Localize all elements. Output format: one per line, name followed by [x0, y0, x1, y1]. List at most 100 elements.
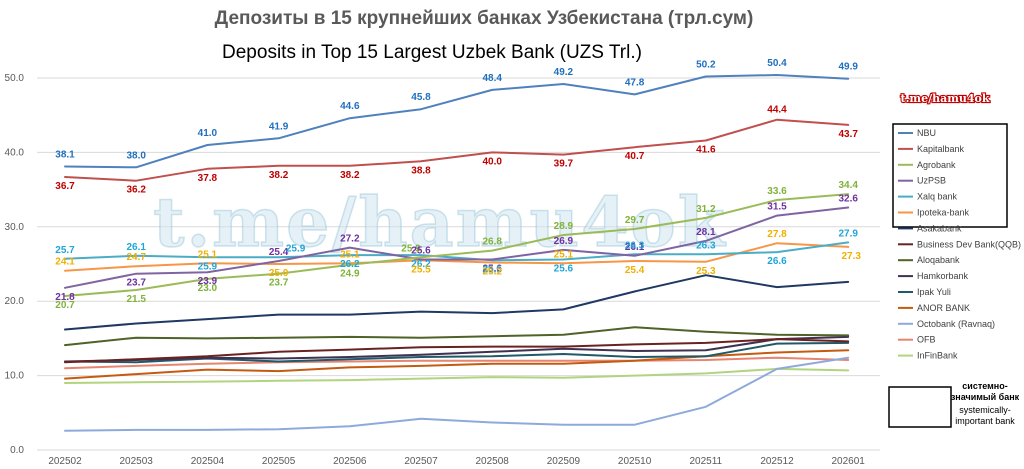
data-label: 40.0: [482, 156, 502, 167]
legend-entry: Ipak Yuli: [917, 287, 951, 297]
data-label: 48.4: [482, 73, 502, 84]
data-label: 49.9: [838, 62, 858, 73]
y-tick-label: 30.0: [5, 222, 25, 233]
series-line-anor-bank: [64, 349, 850, 380]
data-label: 27.9: [838, 228, 858, 239]
x-tick-label: 202508: [476, 456, 510, 467]
data-label: 25.1: [554, 249, 574, 260]
x-tick-label: 202506: [333, 456, 367, 467]
series-line-ipoteka-bank: [64, 242, 850, 272]
series-line-nbu: [64, 74, 850, 169]
series-line-uzpsb: [64, 206, 850, 289]
legend-entry: Ipoteka-bank: [917, 208, 970, 218]
data-label: 24.9: [340, 269, 360, 280]
data-label: 33.6: [767, 186, 787, 197]
data-label: 26.9: [554, 236, 574, 247]
legend-entry: UzPSB: [917, 176, 946, 186]
chart-subtitle-en: Deposits in Top 15 Largest Uzbek Bank (U…: [222, 42, 642, 63]
data-label: 44.6: [340, 101, 360, 112]
chart-title-ru: Депозиты в 15 крупнейших банках Узбекист…: [215, 8, 754, 29]
series-line-agrobank: [64, 193, 850, 297]
data-label: 41.0: [198, 128, 218, 139]
data-label: 38.8: [411, 165, 431, 176]
data-label: 23.9: [198, 276, 218, 287]
series-line-business-dev-bank-qqb-: [64, 338, 850, 364]
x-tick-label: 202509: [547, 456, 581, 467]
data-label: 26.2: [340, 259, 360, 270]
legend-entry: NBU: [917, 128, 936, 138]
legend-box: [892, 123, 1008, 228]
legend-entry: InFinBank: [917, 351, 958, 361]
data-label: 38.0: [126, 150, 146, 161]
data-label: 25.1: [340, 249, 360, 260]
data-label: 26.3: [625, 240, 645, 251]
series-line-ipak-yuli: [64, 341, 850, 364]
y-tick-labels: 0.0 10.0 20.0 30.0 40.0 50.0: [5, 73, 25, 456]
data-label: 26.6: [767, 256, 787, 267]
data-label: 47.8: [625, 77, 645, 88]
series-lines: [64, 74, 850, 432]
series-line-xalq-bank: [64, 241, 850, 262]
x-tick-label: 202504: [191, 456, 225, 467]
data-label: 25.0: [269, 268, 289, 279]
series-line-asakabank: [64, 274, 850, 331]
data-label: 40.7: [625, 151, 645, 162]
legend-entry: Octobank (Ravnaq): [917, 319, 995, 329]
legend: NBU Kapitalbank Agrobank UzPSB Xalq bank Ipot…: [898, 128, 1021, 361]
data-label: 31.2: [696, 204, 716, 215]
data-label: 31.5: [767, 202, 787, 213]
note-line-1: системно-: [962, 381, 1007, 391]
x-tick-label: 202510: [618, 456, 652, 467]
data-label: 26.3: [696, 240, 716, 251]
series-line-kapitalbank: [64, 118, 850, 182]
data-label: 25.4: [269, 247, 289, 258]
note-line-4: important bank: [955, 416, 1015, 426]
series-line-hamkorbank: [64, 335, 850, 363]
data-label: 29.7: [625, 215, 645, 226]
data-label: 24.1: [55, 257, 75, 268]
data-label: 25.6: [554, 264, 574, 275]
data-label: 44.4: [767, 105, 787, 116]
legend-entry: Hamkorbank: [917, 271, 969, 281]
data-label: 25.5: [482, 264, 502, 275]
data-label: 21.5: [126, 294, 146, 305]
data-label: 26.2: [411, 259, 431, 270]
series-line-infinbank: [64, 367, 850, 384]
series-line-ofb: [64, 356, 850, 370]
data-label: 25.5: [411, 264, 431, 275]
data-label: 25.9: [286, 243, 306, 254]
x-tick-label: 202505: [262, 456, 296, 467]
legend-entry: Agrobank: [917, 160, 956, 170]
watermark-large: t.me/hamu4ok: [153, 183, 727, 263]
data-label: 25.6: [411, 246, 431, 257]
data-label: 26.8: [482, 237, 502, 248]
data-label: 23.7: [269, 278, 289, 289]
data-label: 43.7: [838, 129, 858, 140]
data-label: 21.8: [55, 292, 75, 303]
x-tick-label: 202512: [760, 456, 794, 467]
data-label: 26.1: [126, 242, 146, 253]
data-label: 20.7: [55, 300, 75, 311]
x-tick-label: 202507: [404, 456, 438, 467]
data-label: 45.8: [411, 92, 431, 103]
legend-entry: Aloqabank: [917, 255, 960, 265]
y-tick-label: 10.0: [5, 371, 25, 382]
series-line-octobank-ravnaq-: [64, 356, 850, 432]
y-tick-label: 0.0: [10, 445, 24, 456]
legend-entry: Kapitalbank: [917, 144, 965, 154]
data-label: 49.2: [554, 67, 574, 78]
systemic-bank-box: [888, 386, 952, 428]
data-label: 25.2: [482, 267, 502, 278]
data-label: 38.2: [269, 170, 289, 181]
legend-entry: Asakabank: [917, 223, 962, 233]
data-label: 25.4: [625, 265, 645, 276]
y-tick-label: 40.0: [5, 147, 25, 158]
x-tick-label: 202601: [832, 456, 866, 467]
legend-entry: Business Dev Bank(QQB): [917, 239, 1021, 249]
data-label: 39.7: [554, 159, 574, 170]
data-label: 28.9: [554, 221, 574, 232]
y-gridlines: [37, 77, 880, 451]
data-label: 50.4: [767, 58, 787, 69]
data-label: 25.6: [482, 264, 502, 275]
